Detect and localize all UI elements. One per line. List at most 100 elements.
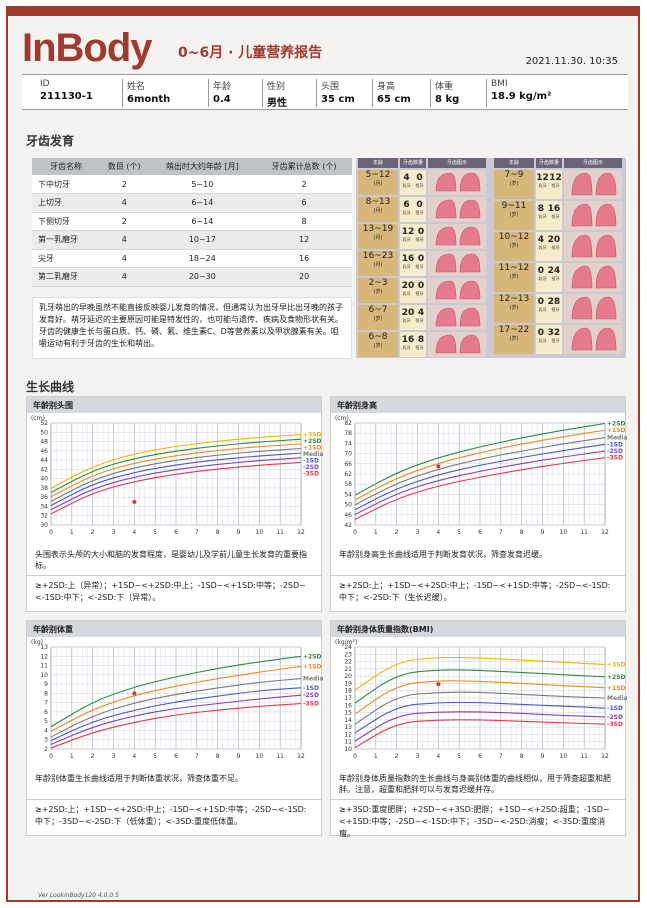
primary-tooth-count: 20 (401, 308, 415, 318)
x-tick-label: 2 (395, 753, 399, 760)
tooth-diagram-icon (571, 203, 617, 227)
teeth-development-chart: 年龄 牙齿数量 牙齿图示 5~12 (月) 4 0 乳牙 恒牙 8~13 (月) 6 0 乳牙 恒牙 13~1… (356, 158, 626, 358)
y-tick-label: 50 (40, 429, 48, 436)
info-value: 35 cm (321, 94, 355, 105)
tooth-count-cell: 20 4 乳牙 恒牙 (400, 305, 426, 330)
tooth-age-cell: 5~12 (月) (358, 170, 398, 195)
permanent-tooth-count: 0 (417, 227, 425, 237)
series-line (50, 452, 302, 507)
info-height: 身高 65 cm (372, 79, 426, 107)
tooth-count-cell: 20 0 乳牙 恒牙 (400, 278, 426, 303)
series-line (354, 443, 606, 511)
permanent-tooth-label: 恒牙 (415, 264, 424, 269)
table-cell: 10~17 (148, 230, 257, 250)
inbody-logo: InBody (22, 26, 153, 70)
primary-tooth-count: 4 (403, 173, 410, 183)
y-tick-label: 6 (44, 709, 48, 716)
tooth-age-unit: (岁) (509, 305, 519, 311)
y-tick-label: 17 (344, 695, 352, 702)
lower-jaw-icon (459, 334, 481, 354)
info-label: 年龄 (213, 82, 232, 92)
x-tick-label: 0 (353, 529, 357, 536)
x-tick-label: 8 (216, 529, 220, 536)
upper-jaw-icon (571, 327, 593, 351)
permanent-tooth-label: 恒牙 (551, 276, 560, 281)
lower-jaw-icon (595, 265, 617, 289)
x-tick-label: 0 (353, 753, 357, 760)
table-cell: 上切牙 (32, 193, 101, 213)
y-tick-label: 3 (44, 737, 48, 744)
tooth-count-values: 12 12 (536, 170, 562, 183)
tooth-age-cell: 6~8 (岁) (358, 332, 398, 357)
permanent-tooth-label: 恒牙 (551, 245, 560, 250)
tooth-age-label: 9~11 (501, 201, 527, 211)
tooth-count-header: 牙齿数量 (536, 158, 562, 168)
tooth-count-cell: 12 0 乳牙 恒牙 (400, 224, 426, 249)
x-tick-label: 12 (601, 753, 609, 760)
tooth-age-unit: (月) (373, 181, 383, 187)
info-weight: 体重 8 kg (430, 79, 482, 107)
tooth-diagram-icon (435, 280, 481, 300)
y-tick-label: 18 (344, 688, 352, 695)
tooth-diagram-icon (571, 234, 617, 258)
tooth-count-cell: 0 32 乳牙 恒牙 (536, 325, 562, 354)
tooth-count-labels: 乳牙 恒牙 (400, 318, 426, 324)
growth-panel-legend: ≥+2SD:上；+1SD~<+2SD:中上；-1SD~<+1SD:中等；-2SD… (27, 799, 321, 832)
permanent-tooth-label: 恒牙 (415, 345, 424, 350)
info-head: 头围 35 cm (316, 79, 368, 107)
series-label: +1SD (607, 427, 626, 434)
series-label: -1SD (607, 441, 623, 448)
tooth-age-unit: (月) (373, 262, 383, 268)
lower-jaw-icon (459, 253, 481, 273)
y-tick-label: 82 (344, 420, 352, 427)
table-cell: 下侧切牙 (32, 212, 101, 231)
tooth-count-labels: 乳牙 恒牙 (400, 345, 426, 351)
series-label: -1SD (303, 458, 319, 465)
series-line (354, 701, 606, 734)
tooth-diagram-icon (571, 296, 617, 320)
y-tick-label: 14 (344, 717, 352, 724)
tooth-count-cell: 16 0 乳牙 恒牙 (400, 251, 426, 276)
y-tick-label: 10 (40, 672, 48, 679)
tooth-diagram (428, 224, 486, 249)
table-row: 尖牙 4 18~24 16 (32, 249, 352, 268)
table-cell: 20 (256, 267, 352, 287)
primary-tooth-label: 乳牙 (538, 276, 547, 281)
tooth-age-label: 5~12 (365, 170, 391, 180)
growth-section-title: 生长曲线 (26, 380, 75, 394)
tooth-diagram (428, 197, 486, 222)
x-tick-label: 3 (112, 529, 116, 536)
series-line (50, 687, 302, 742)
tooth-age-cell: 17~22 (岁) (494, 325, 534, 354)
tooth-count-cell: 8 16 乳牙 恒牙 (536, 201, 562, 230)
x-tick-label: 9 (237, 529, 241, 536)
x-tick-label: 11 (580, 753, 588, 760)
table-cell: 6~14 (148, 212, 257, 231)
series-line (50, 434, 302, 489)
y-tick-label: 15 (344, 710, 352, 717)
permanent-tooth-label: 恒牙 (551, 338, 560, 343)
x-tick-label: 12 (297, 753, 305, 760)
tooth-count-cell: 0 28 乳牙 恒牙 (536, 294, 562, 323)
permanent-tooth-count: 16 (547, 204, 561, 214)
primary-tooth-count: 0 (537, 328, 545, 338)
permanent-tooth-count: 32 (547, 328, 561, 338)
y-tick-label: 19 (344, 680, 352, 687)
upper-jaw-icon (435, 226, 457, 246)
tooth-age-unit: (岁) (509, 243, 519, 249)
tooth-count-header: 牙齿数量 (400, 158, 426, 168)
tooth-age-cell: 11~12 (岁) (494, 263, 534, 292)
upper-jaw-icon (435, 307, 457, 327)
tooth-count-labels: 乳牙 恒牙 (400, 264, 426, 270)
table-cell: 20~30 (148, 267, 257, 287)
series-line (50, 443, 302, 498)
growth-panel: 年龄别头围 30 32 34 36 38 40 42 44 46 48 50 52 0 1 2 3 4 5 6 7 8 9 1… (26, 396, 323, 612)
tooth-age-label: 6~8 (368, 332, 388, 342)
upper-jaw-icon (571, 296, 593, 320)
growth-panel-title: 年龄别身高 (331, 397, 625, 413)
series-line (50, 461, 302, 515)
tooth-diagram (564, 263, 622, 292)
series-label: -1SD (303, 685, 319, 692)
tooth-age-label: 7~9 (504, 170, 524, 180)
